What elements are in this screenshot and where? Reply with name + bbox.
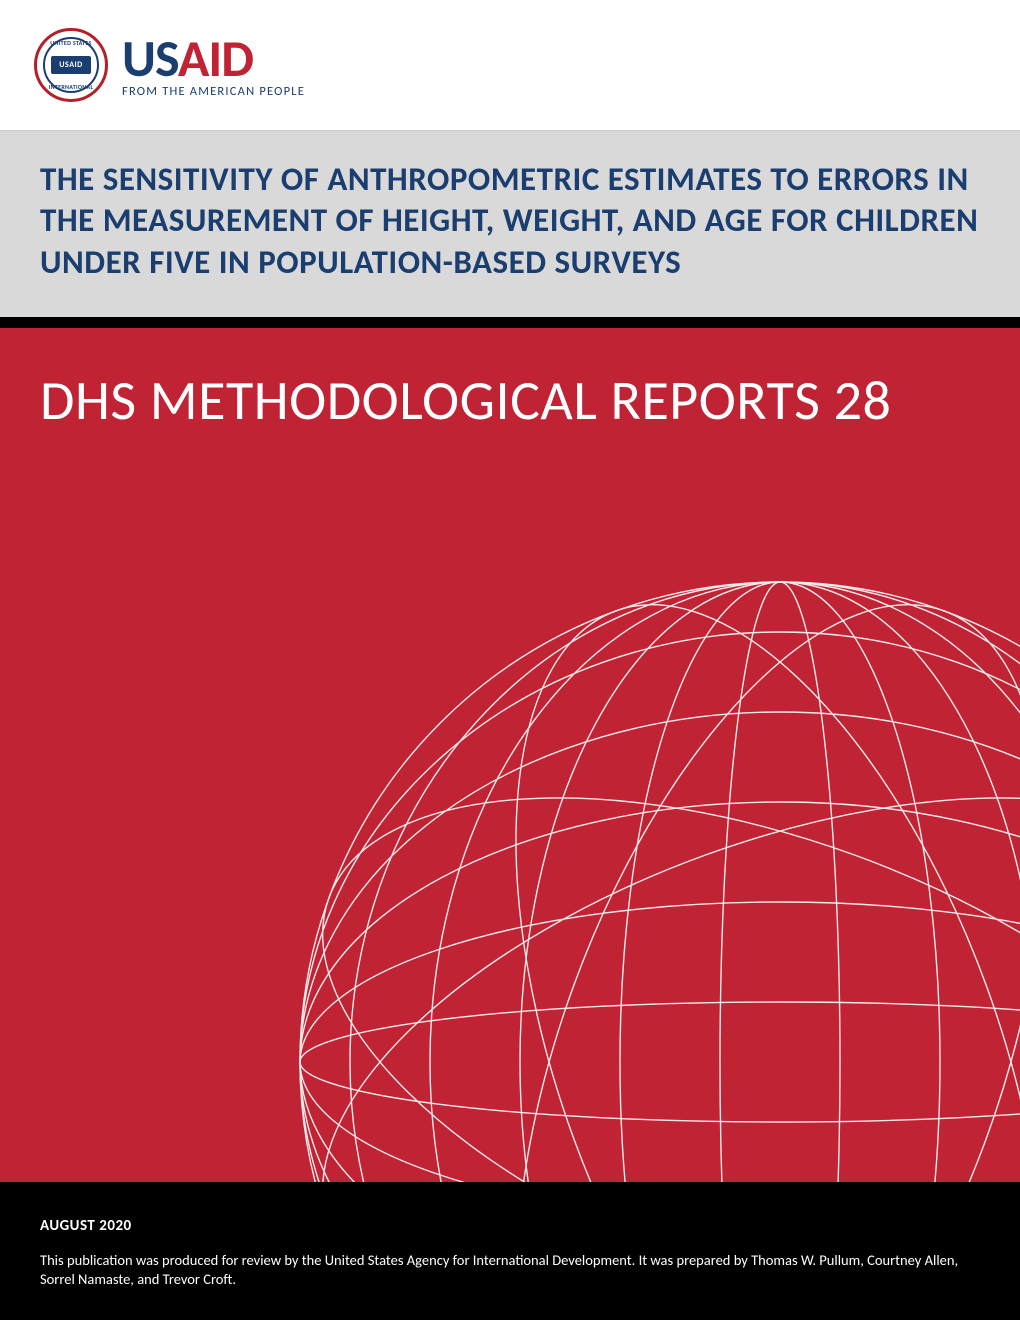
series-band: DHS METHODOLOGICAL REPORTS 28 xyxy=(0,328,1020,1182)
usaid-seal-icon: UNITED STATES USAID INTERNATIONAL xyxy=(34,28,108,102)
word-aid: AID xyxy=(178,26,253,90)
seal-top-text: UNITED STATES xyxy=(50,39,92,47)
divider-bar-lower xyxy=(0,1182,1020,1193)
title-band: THE SENSITIVITY OF ANTHROPOMETRIC ESTIMA… xyxy=(0,130,1020,317)
series-title: DHS METHODOLOGICAL REPORTS 28 xyxy=(40,370,980,433)
footer: AUGUST 2020 This publication was produce… xyxy=(0,1193,1020,1320)
divider-bar xyxy=(0,317,1020,328)
logo-band: UNITED STATES USAID INTERNATIONAL USAID … xyxy=(0,0,1020,130)
globe-wireframe-icon xyxy=(280,562,1020,1182)
usaid-wordmark: USAID FROM THE AMERICAN PEOPLE xyxy=(122,32,305,99)
seal-label: USAID xyxy=(51,56,91,74)
footer-credit: This publication was produced for review… xyxy=(40,1251,980,1290)
page: UNITED STATES USAID INTERNATIONAL USAID … xyxy=(0,0,1020,1320)
footer-date: AUGUST 2020 xyxy=(40,1217,980,1235)
report-title: THE SENSITIVITY OF ANTHROPOMETRIC ESTIMA… xyxy=(40,159,980,283)
word-us: US xyxy=(122,26,178,90)
usaid-logo: UNITED STATES USAID INTERNATIONAL USAID … xyxy=(34,28,305,102)
usaid-tagline: FROM THE AMERICAN PEOPLE xyxy=(122,86,305,99)
seal-bot-text: INTERNATIONAL xyxy=(49,83,94,91)
usaid-word: USAID xyxy=(122,32,305,84)
